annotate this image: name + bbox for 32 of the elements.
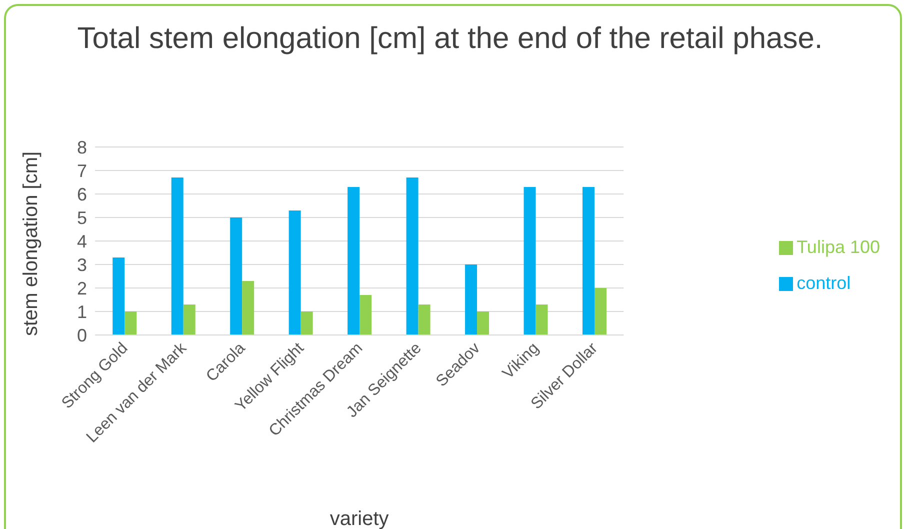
y-tick-label: 8 [76, 137, 87, 158]
bar [242, 280, 254, 335]
y-tick-label: 3 [76, 254, 87, 275]
bar [230, 218, 242, 335]
bar [465, 264, 478, 335]
legend-label: control [796, 272, 851, 292]
bar [300, 312, 313, 335]
bar [348, 186, 360, 335]
bar [288, 210, 301, 335]
bar [418, 304, 430, 335]
y-tick-label: 7 [76, 160, 87, 181]
y-axis-title: stem elongation [cm] [20, 151, 42, 336]
y-tick-label: 4 [76, 231, 87, 252]
legend-label: Tulipa 100 [796, 236, 880, 256]
y-tick-label: 2 [76, 278, 87, 298]
bar [524, 186, 536, 335]
y-tick-label: 1 [76, 302, 87, 322]
bar [183, 304, 196, 335]
y-tick-label: 6 [76, 184, 87, 204]
bar [360, 295, 372, 335]
bar [477, 312, 490, 335]
x-axis-title: variety [330, 508, 389, 529]
y-tick-label: 0 [76, 325, 87, 346]
bar [406, 178, 418, 335]
bar [582, 186, 594, 335]
bar [594, 288, 606, 335]
bar [112, 257, 125, 335]
chart-title: Total stem elongation [cm] at the end of the retail phase. [76, 21, 824, 57]
bar [124, 312, 137, 335]
bar [536, 304, 548, 335]
bar [171, 178, 184, 335]
y-tick-label: 5 [76, 208, 87, 228]
